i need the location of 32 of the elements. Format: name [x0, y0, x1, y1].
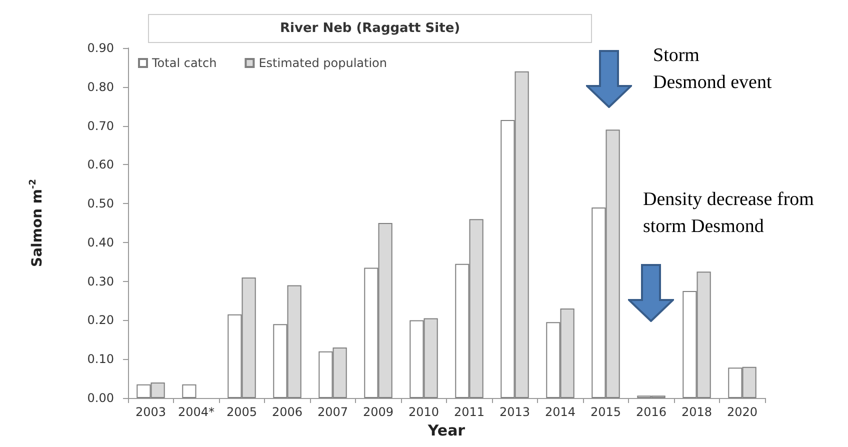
x-tick-label: 2016	[636, 405, 667, 419]
x-tick-label: 2014	[544, 405, 576, 419]
y-tick-label: 0.20	[87, 313, 114, 328]
legend-label: Estimated population	[258, 56, 387, 70]
annotation: Storm Desmond event	[653, 44, 772, 95]
x-tick-label: 2013	[499, 405, 530, 419]
x-tick-label: 2009	[362, 405, 394, 419]
legend-label: Total catch	[151, 56, 217, 70]
x-axis-title: Year	[426, 421, 466, 440]
y-tick-label: 0.30	[87, 274, 114, 288]
x-tick-label: 2004*	[178, 405, 215, 419]
x-tick-label: 2007	[317, 405, 348, 419]
y-tick-label: 0.40	[87, 235, 114, 250]
x-tick-label: 2010	[408, 405, 440, 419]
x-tick-label: 2020	[726, 405, 758, 419]
y-tick-label: 0.50	[87, 196, 114, 211]
x-tick-label: 2018	[681, 405, 712, 419]
y-tick-label: 0.10	[87, 352, 114, 366]
y-tick-label: 0.80	[87, 80, 114, 94]
annotation: Density decrease from storm Desmond	[643, 188, 814, 239]
y-axis-title: Salmon m-2	[28, 179, 46, 267]
x-tick-label: 2003	[135, 405, 166, 419]
y-tick-label: 0.90	[87, 41, 114, 55]
bar	[182, 384, 196, 398]
chart-title: River Neb (Raggatt Site)	[280, 21, 460, 36]
x-tick-label: 2006	[272, 405, 303, 419]
x-tick-label: 2015	[590, 405, 622, 419]
y-tick-label: 0.60	[87, 158, 114, 172]
y-tick-label: 0.00	[87, 391, 114, 405]
y-tick-label: 0.70	[87, 118, 114, 133]
x-tick-label: 2011	[454, 405, 485, 419]
x-tick-label: 2005	[226, 405, 258, 419]
